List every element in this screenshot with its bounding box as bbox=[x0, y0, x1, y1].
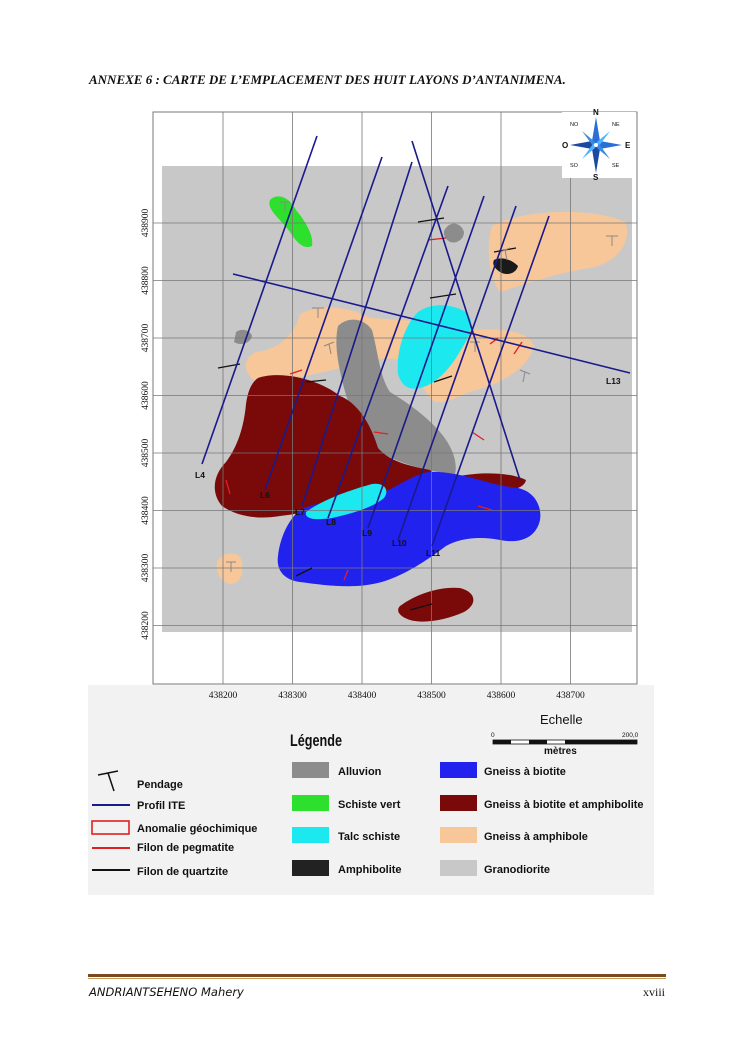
gneiss-amphibole-swatch bbox=[440, 827, 477, 843]
y-tick-label: 438500 bbox=[141, 439, 151, 468]
legend-unit-label: Gneiss à amphibole bbox=[484, 831, 588, 843]
legend-symbol-label: Profil ITE bbox=[137, 800, 185, 812]
pendage-icon bbox=[97, 770, 119, 792]
legend-units-left: Alluvion Schiste vert Talc schiste Amphi… bbox=[292, 762, 402, 876]
compass-ne: NE bbox=[612, 122, 620, 128]
x-tick-label: 438200 bbox=[209, 691, 238, 701]
legend-symbol-label: Anomalie géochimique bbox=[137, 823, 257, 835]
map-symbols bbox=[217, 201, 618, 611]
pegmatite-veins bbox=[225, 237, 523, 581]
footer-rule bbox=[88, 974, 666, 977]
legend-symbol-label: Filon de pegmatite bbox=[137, 842, 234, 854]
scale-end: 200,0 bbox=[622, 732, 639, 739]
profile-l8 bbox=[327, 185, 449, 519]
map-grid bbox=[153, 112, 637, 684]
profile-l6 bbox=[264, 156, 383, 491]
y-tick-label: 438600 bbox=[141, 381, 151, 410]
amphibolite-swatch bbox=[292, 860, 329, 876]
legend-units-right: Gneiss à biotite Gneiss à biotite et amp… bbox=[440, 762, 644, 876]
x-tick-label: 438700 bbox=[556, 691, 585, 701]
alluvion-small bbox=[443, 223, 464, 243]
y-tick-label: 438200 bbox=[141, 611, 151, 640]
line-label-l13: L13 bbox=[606, 376, 621, 386]
line-label-l11: L11 bbox=[426, 548, 440, 558]
profile-l10 bbox=[397, 205, 517, 541]
alluvion-swatch bbox=[292, 762, 329, 778]
legend-symbols: Pendage Profil ITE Anomalie géochimique … bbox=[91, 770, 257, 878]
x-tick-label: 438300 bbox=[278, 691, 307, 701]
scale-unit: mètres bbox=[544, 746, 577, 757]
profile-l4 bbox=[201, 135, 318, 465]
y-axis-ticks: 438900 438800 438700 438600 438500 438400 4383… bbox=[141, 209, 151, 640]
line-label-l8: L8 bbox=[326, 517, 336, 527]
footer-author: ANDRIANTSEHENO Mahery bbox=[89, 985, 244, 999]
compass-e: E bbox=[625, 141, 631, 150]
y-tick-label: 438800 bbox=[141, 266, 151, 295]
legend-panel bbox=[88, 685, 654, 895]
pendage-symbols bbox=[226, 201, 618, 572]
x-tick-label: 438400 bbox=[348, 691, 377, 701]
y-tick-label: 438700 bbox=[141, 324, 151, 353]
line-label-l6: L6 bbox=[260, 490, 270, 500]
legend-unit-label: Alluvion bbox=[338, 766, 382, 778]
compass-se: SE bbox=[612, 163, 620, 169]
compass-s: S bbox=[593, 173, 599, 182]
gneiss-biotite-swatch bbox=[440, 762, 477, 778]
geology-units bbox=[214, 196, 628, 622]
amphibolite bbox=[493, 258, 518, 274]
scale-bar: Echelle 0 200,0 mètres bbox=[491, 712, 639, 757]
footer-page-number: xviii bbox=[642, 985, 665, 999]
x-axis-ticks: 438200 438300 438400 438500 438600 438700 bbox=[209, 691, 585, 701]
profile-l10-long bbox=[411, 140, 521, 481]
legend-unit-label: Schiste vert bbox=[338, 799, 401, 811]
gneiss-biotite-amphibolite-main bbox=[214, 375, 437, 518]
legend-unit-label: Talc schiste bbox=[338, 831, 400, 843]
legend-symbol-label: Filon de quartzite bbox=[137, 866, 228, 878]
line-label-l9: L9 bbox=[362, 528, 372, 538]
legend-title: Légende bbox=[290, 731, 342, 750]
line-label-l4: L4 bbox=[195, 470, 205, 480]
profile-l7 bbox=[301, 161, 413, 507]
legend-unit-label: Amphibolite bbox=[338, 864, 402, 876]
talc-schiste-north bbox=[397, 305, 472, 389]
y-tick-label: 438400 bbox=[141, 496, 151, 525]
legend-unit-label: Granodiorite bbox=[484, 864, 550, 876]
scale-start: 0 bbox=[491, 732, 495, 739]
scale-title: Echelle bbox=[540, 712, 583, 727]
compass-rose-icon: N S E O NO NE SO SE bbox=[562, 108, 636, 182]
page-title: ANNEXE 6 : CARTE DE L’EMPLACEMENT DES HU… bbox=[89, 72, 566, 87]
gneiss-biotite-amphibolite-swatch bbox=[440, 795, 477, 811]
line-label-l10: L10 bbox=[392, 538, 407, 548]
compass-o: O bbox=[562, 141, 568, 150]
anomaly-rect-icon bbox=[91, 820, 130, 835]
compass-so: SO bbox=[570, 163, 579, 169]
y-tick-label: 438900 bbox=[141, 209, 151, 238]
profile-l11 bbox=[431, 215, 550, 547]
x-tick-label: 438600 bbox=[487, 691, 516, 701]
compass-n: N bbox=[593, 108, 599, 117]
granodiorite-swatch bbox=[440, 860, 477, 876]
schiste-vert bbox=[269, 196, 313, 248]
legend-unit-label: Gneiss à biotite et amphibolite bbox=[484, 799, 644, 811]
profile-lines bbox=[201, 135, 631, 547]
gneiss-biotite-amphibolite-south bbox=[398, 587, 474, 622]
legend-unit-label: Gneiss à biotite bbox=[484, 766, 566, 778]
footer-rule-thin bbox=[88, 978, 666, 979]
y-tick-label: 438300 bbox=[141, 554, 151, 583]
schiste-vert-swatch bbox=[292, 795, 329, 811]
gneiss-amphibole-ne bbox=[488, 211, 628, 292]
line-label-l7: L7 bbox=[295, 507, 305, 517]
legend: Légende Pendage Profil ITE Anomalie géoc… bbox=[91, 731, 644, 878]
x-tick-label: 438500 bbox=[417, 691, 446, 701]
profile-l9 bbox=[367, 195, 485, 529]
profile-l13 bbox=[232, 273, 631, 374]
compass-no: NO bbox=[570, 122, 579, 128]
talc-schiste-swatch bbox=[292, 827, 329, 843]
legend-symbol-label: Pendage bbox=[137, 779, 183, 791]
